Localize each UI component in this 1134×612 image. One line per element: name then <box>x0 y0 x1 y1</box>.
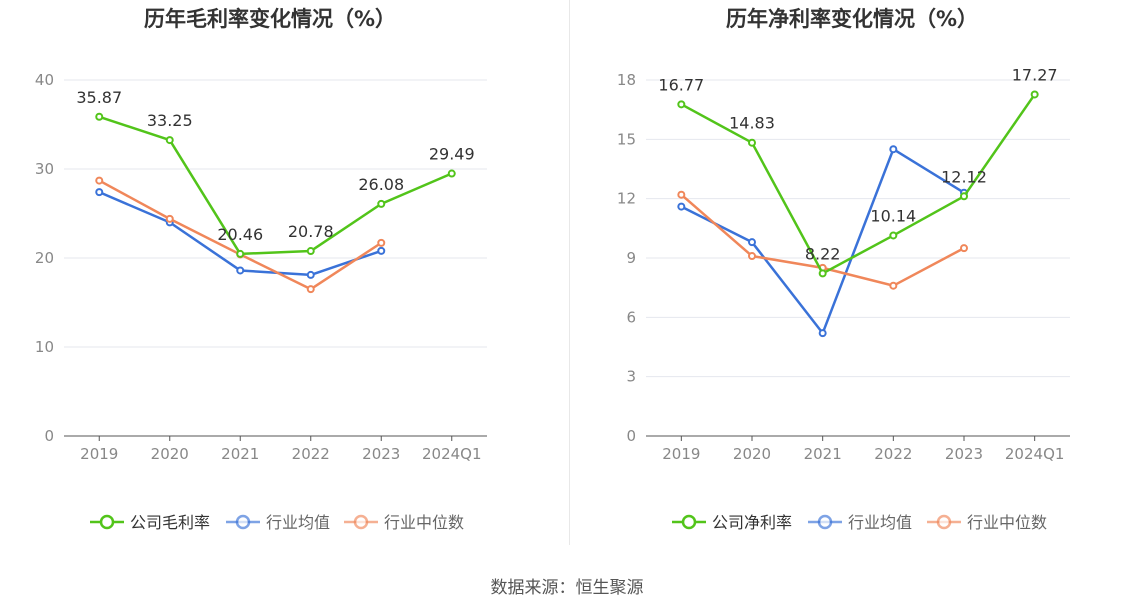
data-point <box>889 231 898 240</box>
legend-marker <box>235 514 251 530</box>
legend-marker <box>353 514 369 530</box>
y-tick-label: 3 <box>626 368 636 386</box>
data-point <box>236 266 245 275</box>
data-label: 16.77 <box>658 75 704 94</box>
y-tick-label: 20 <box>35 249 54 267</box>
chart-title: 历年毛利率变化情况（%） <box>144 7 396 31</box>
y-tick-label: 40 <box>35 71 54 89</box>
data-point <box>889 145 898 154</box>
legend-marker <box>817 514 833 530</box>
data-label: 10.14 <box>870 206 916 225</box>
y-tick-label: 0 <box>626 427 636 445</box>
chart-2: 历年净利率变化情况（%） 0 3 6 9 12 15 18 2019 2020 2021 2022 20… <box>617 7 1070 532</box>
x-tick-label: 2023 <box>362 445 400 463</box>
chart-divider <box>569 0 570 545</box>
y-tick-label: 12 <box>617 190 636 208</box>
data-label: 8.22 <box>805 244 841 263</box>
legend-marker <box>936 514 952 530</box>
data-point <box>165 214 174 223</box>
source-label: 数据来源：恒生聚源 <box>490 578 644 598</box>
x-tick-label: 2019 <box>662 445 700 463</box>
data-point <box>960 192 968 201</box>
legend-marker <box>99 514 115 530</box>
x-tick-label: 2021 <box>804 445 842 463</box>
x-tick-label: 2020 <box>733 445 771 463</box>
chart-title: 历年净利率变化情况（%） <box>726 7 978 31</box>
legend-label: 行业均值 <box>848 513 912 532</box>
y-tick-label: 30 <box>35 160 54 178</box>
y-tick-label: 10 <box>35 338 54 356</box>
x-tick-label: 2024Q1 <box>422 445 482 463</box>
x-tick-label: 2019 <box>80 445 118 463</box>
data-point <box>677 202 686 211</box>
data-label: 14.83 <box>729 114 775 133</box>
legend-marker <box>681 514 697 530</box>
data-point <box>95 188 104 197</box>
legend-label: 行业中位数 <box>967 513 1047 532</box>
series-line <box>98 115 453 256</box>
legend-label: 行业中位数 <box>384 513 464 532</box>
data-label: 33.25 <box>147 111 193 130</box>
data-label: 26.08 <box>358 175 404 194</box>
x-tick-label: 2020 <box>151 445 189 463</box>
data-point <box>960 244 968 253</box>
data-point <box>677 100 686 109</box>
data-label: 29.49 <box>429 145 475 164</box>
data-point <box>95 112 104 121</box>
data-point <box>377 238 386 247</box>
data-point <box>377 246 386 255</box>
x-tick-label: 2022 <box>292 445 330 463</box>
data-label: 12.12 <box>941 167 987 186</box>
data-point <box>748 138 756 147</box>
data-point <box>236 249 245 258</box>
legend-label: 公司毛利率 <box>130 513 210 532</box>
chart-1: 历年毛利率变化情况（%） 0 10 20 30 40 2019 2020 2021 2022 202… <box>35 7 487 532</box>
data-label: 35.87 <box>76 88 122 107</box>
data-point <box>1030 90 1039 99</box>
series-line <box>680 93 1036 275</box>
data-label: 20.78 <box>288 222 334 241</box>
data-point <box>748 238 756 247</box>
x-tick-label: 2022 <box>874 445 912 463</box>
y-tick-label: 18 <box>617 71 636 89</box>
x-tick-label: 2024Q1 <box>1005 445 1065 463</box>
legend-label: 行业均值 <box>266 513 330 532</box>
data-point <box>377 199 386 208</box>
data-point <box>889 281 898 290</box>
data-point <box>306 270 315 279</box>
x-tick-label: 2021 <box>221 445 259 463</box>
data-point <box>306 247 315 256</box>
data-point <box>447 169 456 178</box>
y-tick-label: 15 <box>617 130 636 148</box>
data-label: 17.27 <box>1012 65 1058 84</box>
data-label: 20.46 <box>217 225 263 244</box>
data-point <box>818 329 827 338</box>
data-point <box>95 176 104 185</box>
data-point <box>748 252 756 261</box>
y-tick-label: 9 <box>626 249 636 267</box>
data-point <box>165 136 174 145</box>
series-line <box>680 147 965 335</box>
data-point <box>677 190 686 199</box>
y-tick-label: 6 <box>626 308 636 326</box>
x-tick-label: 2023 <box>945 445 983 463</box>
y-tick-label: 0 <box>44 427 54 445</box>
data-point <box>306 285 315 294</box>
data-point <box>818 269 827 278</box>
legend-label: 公司净利率 <box>712 513 792 532</box>
